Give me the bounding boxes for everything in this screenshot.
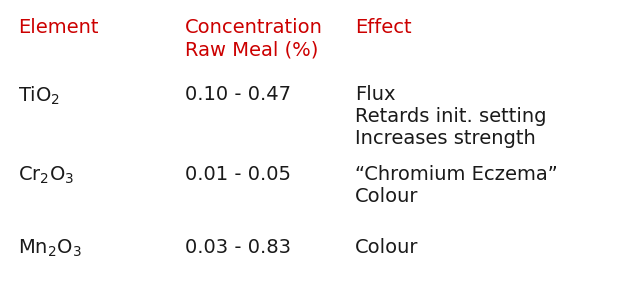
Text: Colour: Colour bbox=[355, 187, 418, 206]
Text: Retards init. setting: Retards init. setting bbox=[355, 107, 546, 126]
Text: Colour: Colour bbox=[355, 238, 418, 257]
Text: $\mathregular{Cr_2O_3}$: $\mathregular{Cr_2O_3}$ bbox=[18, 165, 74, 186]
Text: $\mathregular{TiO_2}$: $\mathregular{TiO_2}$ bbox=[18, 85, 60, 107]
Text: “Chromium Eczema”: “Chromium Eczema” bbox=[355, 165, 558, 184]
Text: $\mathregular{Mn_2O_3}$: $\mathregular{Mn_2O_3}$ bbox=[18, 238, 82, 259]
Text: Effect: Effect bbox=[355, 18, 411, 37]
Text: Concentration
Raw Meal (%): Concentration Raw Meal (%) bbox=[185, 18, 323, 59]
Text: 0.10 - 0.47: 0.10 - 0.47 bbox=[185, 85, 291, 104]
Text: Element: Element bbox=[18, 18, 98, 37]
Text: 0.03 - 0.83: 0.03 - 0.83 bbox=[185, 238, 291, 257]
Text: Increases strength: Increases strength bbox=[355, 129, 536, 148]
Text: 0.01 - 0.05: 0.01 - 0.05 bbox=[185, 165, 291, 184]
Text: Flux: Flux bbox=[355, 85, 396, 104]
